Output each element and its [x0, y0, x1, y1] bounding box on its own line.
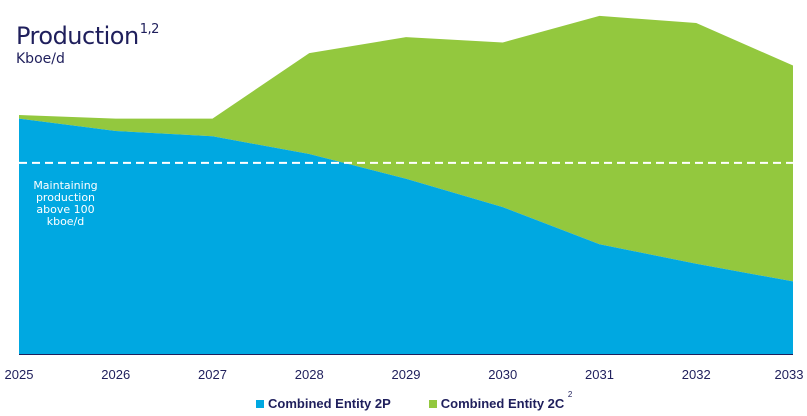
- x-tick-label-2029: 2029: [392, 367, 421, 382]
- chart-subtitle: Kboe/d: [16, 51, 65, 67]
- legend-item-2c: Combined Entity 2C 2: [428, 390, 572, 411]
- x-tick-label-2028: 2028: [295, 367, 324, 382]
- reference-annotation: Maintaining production above 100 kboe/d: [33, 179, 98, 228]
- legend-label-2c: Combined Entity 2C: [440, 396, 565, 411]
- x-tick-label-2033: 2033: [775, 367, 804, 382]
- title-superscript: 1,2: [139, 22, 160, 37]
- legend-swatch-2p: [256, 399, 264, 408]
- x-tick-label-2026: 2026: [101, 367, 130, 382]
- chart-title-block: Production1,2 Kboe/d: [16, 22, 159, 67]
- x-tick-label-2031: 2031: [585, 367, 614, 382]
- x-tick-label-2027: 2027: [198, 367, 227, 382]
- x-tick-label-2030: 2030: [488, 367, 517, 382]
- area-combined-entity-2c: [19, 15, 793, 282]
- x-tick-label-2032: 2032: [682, 367, 711, 382]
- legend-superscript: 2: [567, 390, 573, 399]
- chart-title: Production1,2: [16, 22, 159, 50]
- area-combined-entity-2p: [19, 118, 793, 354]
- legend-swatch-2c: [428, 399, 437, 408]
- legend: Combined Entity 2P Combined Entity 2C 2: [256, 390, 602, 411]
- x-tick-label-2025: 2025: [5, 367, 34, 382]
- legend-label-2p: Combined Entity 2P: [268, 396, 391, 411]
- legend-item-2p: Combined Entity 2P: [256, 396, 391, 411]
